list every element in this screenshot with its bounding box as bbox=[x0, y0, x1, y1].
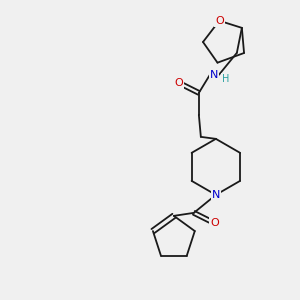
Text: O: O bbox=[215, 16, 224, 26]
Text: O: O bbox=[175, 78, 183, 88]
Text: N: N bbox=[212, 190, 220, 200]
Text: O: O bbox=[211, 218, 219, 228]
Text: N: N bbox=[210, 70, 218, 80]
Text: H: H bbox=[222, 74, 230, 84]
